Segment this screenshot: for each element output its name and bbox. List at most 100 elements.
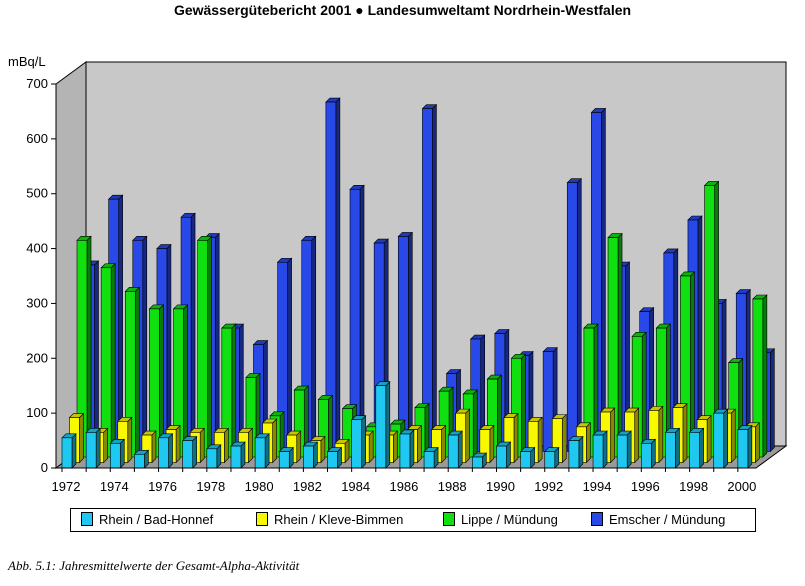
bar-side xyxy=(432,103,437,453)
bar xyxy=(421,103,438,453)
bar-side xyxy=(465,408,471,464)
bar xyxy=(206,444,222,469)
bar-side xyxy=(626,430,632,469)
x-tick-label: 1976 xyxy=(148,479,177,494)
bar-front xyxy=(197,240,208,458)
bar-side xyxy=(472,389,478,458)
bar-side xyxy=(95,427,101,469)
bar-side xyxy=(506,441,511,469)
x-tick-label: 1974 xyxy=(100,479,129,494)
bar-side xyxy=(723,408,729,469)
bar-front xyxy=(520,451,531,469)
bar-front xyxy=(109,443,121,469)
bar-front xyxy=(737,429,749,469)
bar-side xyxy=(417,424,422,464)
bar-front xyxy=(397,236,409,452)
bar xyxy=(423,446,439,469)
bar xyxy=(375,380,391,469)
y-tick-label: 600 xyxy=(26,131,48,146)
bar-side xyxy=(224,427,229,464)
bar-side xyxy=(537,416,543,464)
x-tick-label: 1986 xyxy=(389,479,418,494)
bar xyxy=(326,446,343,469)
bar xyxy=(471,452,488,469)
bar-side xyxy=(320,435,326,464)
bar-side xyxy=(313,441,318,469)
bar-side xyxy=(409,429,415,469)
bar-side xyxy=(272,418,277,464)
bar-front xyxy=(422,108,433,452)
bar xyxy=(254,433,270,469)
bar-side xyxy=(287,257,292,453)
bar xyxy=(703,180,720,458)
bar-side xyxy=(94,260,99,453)
bar-front xyxy=(278,451,290,469)
bar xyxy=(325,97,341,453)
bar-side xyxy=(359,184,365,453)
bar-side xyxy=(248,427,253,464)
bar-side xyxy=(192,435,197,469)
bar xyxy=(592,430,608,469)
bar-side xyxy=(103,427,108,464)
bar-side xyxy=(110,263,116,458)
bar xyxy=(566,177,582,453)
legend-item-emscher-muendung: Emscher / Mündung xyxy=(591,512,725,527)
y-tick-label: 400 xyxy=(26,241,48,256)
bar-side xyxy=(521,353,526,458)
bar-side xyxy=(706,414,712,464)
legend-item-rhein-bad-honnef: Rhein / Bad-Honnef xyxy=(81,512,213,527)
bar-front xyxy=(542,351,554,452)
bar-front xyxy=(327,451,338,469)
bar xyxy=(61,433,77,469)
bar-front xyxy=(641,443,652,469)
bar xyxy=(447,430,463,469)
bar-side xyxy=(755,422,760,464)
bar xyxy=(350,415,367,469)
bar-side xyxy=(602,430,608,469)
chart-legend: Rhein / Bad-Honnef Rhein / Kleve-Bimmen … xyxy=(70,508,756,532)
chart-bars xyxy=(61,97,776,469)
bar-side xyxy=(175,424,181,464)
bar xyxy=(141,430,157,464)
bar-side xyxy=(675,427,680,469)
legend-swatch-rhein-bad-honnef xyxy=(81,512,93,526)
bar-front xyxy=(592,434,604,469)
x-tick-label: 1978 xyxy=(196,479,225,494)
bar-side xyxy=(134,286,140,458)
bar-front xyxy=(568,440,580,469)
bar-front xyxy=(61,437,73,469)
bar-side xyxy=(699,427,704,469)
x-tick-label: 1998 xyxy=(679,479,708,494)
bar xyxy=(181,435,198,469)
bar xyxy=(607,232,623,458)
bar-side xyxy=(457,430,463,469)
bar-side xyxy=(214,232,220,453)
bar xyxy=(133,449,150,469)
bar-side xyxy=(199,427,205,464)
bar-front xyxy=(158,437,169,469)
bar-side xyxy=(207,235,212,458)
bar xyxy=(397,231,414,453)
bar-front xyxy=(713,412,725,469)
bar xyxy=(157,433,174,469)
bar-front xyxy=(134,453,145,469)
bar xyxy=(317,394,334,458)
bar-front xyxy=(689,432,700,469)
bar-side xyxy=(361,415,366,469)
bar-front xyxy=(206,448,218,469)
y-tick-label: 0 xyxy=(41,460,48,475)
bar xyxy=(479,424,495,464)
bar xyxy=(172,304,189,458)
bar-side xyxy=(240,441,246,469)
legend-label: Rhein / Kleve-Bimmen xyxy=(274,512,404,527)
bar xyxy=(85,427,101,469)
legend-label: Lippe / Mündung xyxy=(461,512,558,527)
bar-side xyxy=(142,235,148,453)
bar-side xyxy=(682,402,688,464)
bar xyxy=(688,427,705,469)
legend-swatch-lippe-muendung xyxy=(443,512,455,526)
legend-item-rhein-kleve-bimmen: Rhein / Kleve-Bimmen xyxy=(256,512,403,527)
y-tick-label: 700 xyxy=(26,76,48,91)
bar xyxy=(519,446,536,469)
